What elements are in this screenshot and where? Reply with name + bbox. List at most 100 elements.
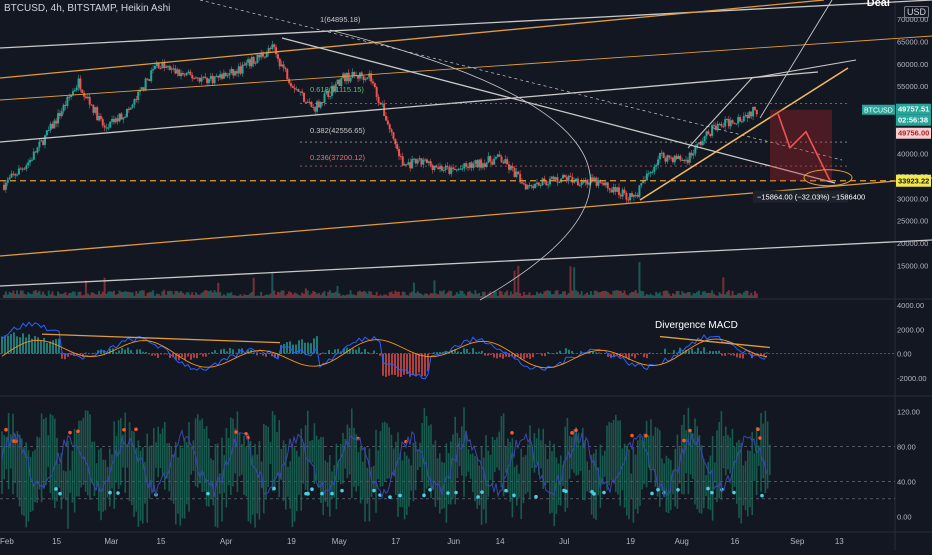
volume-bar xyxy=(357,292,359,298)
volume-bar xyxy=(33,291,35,298)
volume-bar xyxy=(508,295,510,298)
macd-histogram-bar xyxy=(46,343,48,354)
price-candle xyxy=(337,80,339,85)
price-candle xyxy=(81,90,83,93)
volume-bar xyxy=(655,292,657,298)
time-axis-tick: 17 xyxy=(391,537,400,546)
osc-dot xyxy=(58,492,62,496)
volume-bar xyxy=(223,294,225,298)
volume-bar xyxy=(527,295,529,298)
time-axis-tick: 19 xyxy=(626,537,635,546)
volume-bar xyxy=(631,292,633,298)
volume-bar xyxy=(161,291,163,298)
volume-bar xyxy=(145,296,147,298)
macd-histogram-bar xyxy=(400,354,402,377)
price-candle xyxy=(12,174,14,175)
price-candle xyxy=(624,190,626,193)
price-candle xyxy=(92,105,94,113)
price-candle xyxy=(234,71,236,75)
volume-bar xyxy=(590,291,592,298)
macd-histogram-bar xyxy=(223,349,225,354)
macd-histogram-bar xyxy=(307,343,309,354)
macd-histogram-bar xyxy=(229,348,231,354)
volume-bar xyxy=(296,293,298,298)
volume-bar xyxy=(404,292,406,298)
macd-histogram-bar xyxy=(214,350,216,353)
volume-bar xyxy=(422,295,424,298)
volume-bar xyxy=(89,295,91,298)
volume-bar xyxy=(102,292,104,298)
volume-bar xyxy=(663,291,665,298)
macd-histogram-bar xyxy=(367,352,369,354)
volume-bar xyxy=(668,294,670,298)
volume-bar xyxy=(340,296,342,298)
price-candle xyxy=(406,164,408,165)
macd-histogram-bar xyxy=(688,350,690,353)
price-candle xyxy=(152,69,154,70)
macd-histogram-bar xyxy=(121,348,123,354)
price-candle xyxy=(22,169,24,170)
osc-dot xyxy=(234,430,238,434)
macd-histogram-bar xyxy=(262,354,264,356)
volume-bar xyxy=(469,291,471,298)
price-candle xyxy=(178,69,180,76)
price-candle xyxy=(596,178,598,186)
price-candle xyxy=(33,152,35,160)
volume-bar xyxy=(243,294,245,298)
price-candle xyxy=(264,56,266,57)
price-candle xyxy=(454,169,456,170)
volume-bar xyxy=(543,291,545,298)
price-candle xyxy=(586,180,588,185)
volume-bar xyxy=(23,294,25,298)
price-candle xyxy=(726,119,728,120)
volume-bar xyxy=(137,293,139,298)
volume-bar xyxy=(50,294,52,298)
price-candle xyxy=(217,76,219,78)
volume-bar xyxy=(622,293,624,298)
price-candle xyxy=(318,101,320,107)
price-candle xyxy=(508,164,510,169)
volume-bar xyxy=(115,295,117,298)
price-candle xyxy=(540,185,542,186)
price-candle xyxy=(310,102,312,107)
macd-histogram-bar xyxy=(388,354,390,376)
volume-bar xyxy=(732,291,734,298)
volume-bar xyxy=(482,292,484,298)
time-axis-tick: 14 xyxy=(496,537,505,546)
price-candle xyxy=(42,140,44,145)
volume-bar xyxy=(64,292,66,298)
price-candle xyxy=(392,132,394,139)
price-candle xyxy=(437,167,439,169)
price-candle xyxy=(169,66,171,70)
price-candle xyxy=(698,142,700,144)
price-candle xyxy=(132,105,134,108)
price-candle xyxy=(105,128,107,129)
volume-bar xyxy=(370,292,372,298)
volume-bar xyxy=(407,296,409,298)
volume-bar xyxy=(711,290,713,298)
macd-histogram-bar xyxy=(571,351,573,354)
volume-bar xyxy=(430,293,432,298)
volume-bar xyxy=(599,292,601,298)
currency-button[interactable]: USD xyxy=(904,6,929,18)
macd-histogram-bar xyxy=(346,348,348,354)
price-candle xyxy=(713,125,715,126)
price-candle xyxy=(314,107,316,111)
volume-bar xyxy=(292,294,294,298)
volume-bar xyxy=(750,293,752,298)
osc-dot xyxy=(76,429,80,433)
volume-bar xyxy=(221,296,223,298)
time-axis-tick: 15 xyxy=(157,537,166,546)
volume-bar xyxy=(180,291,182,298)
volume-bar xyxy=(173,294,175,298)
osc-dot xyxy=(388,495,392,499)
price-candle xyxy=(316,101,318,111)
volume-bar xyxy=(379,295,381,298)
volume-bar xyxy=(53,295,55,298)
volume-bar xyxy=(458,294,460,298)
price-candle xyxy=(303,93,305,102)
volume-bar xyxy=(42,292,44,298)
price-candle xyxy=(219,74,221,77)
